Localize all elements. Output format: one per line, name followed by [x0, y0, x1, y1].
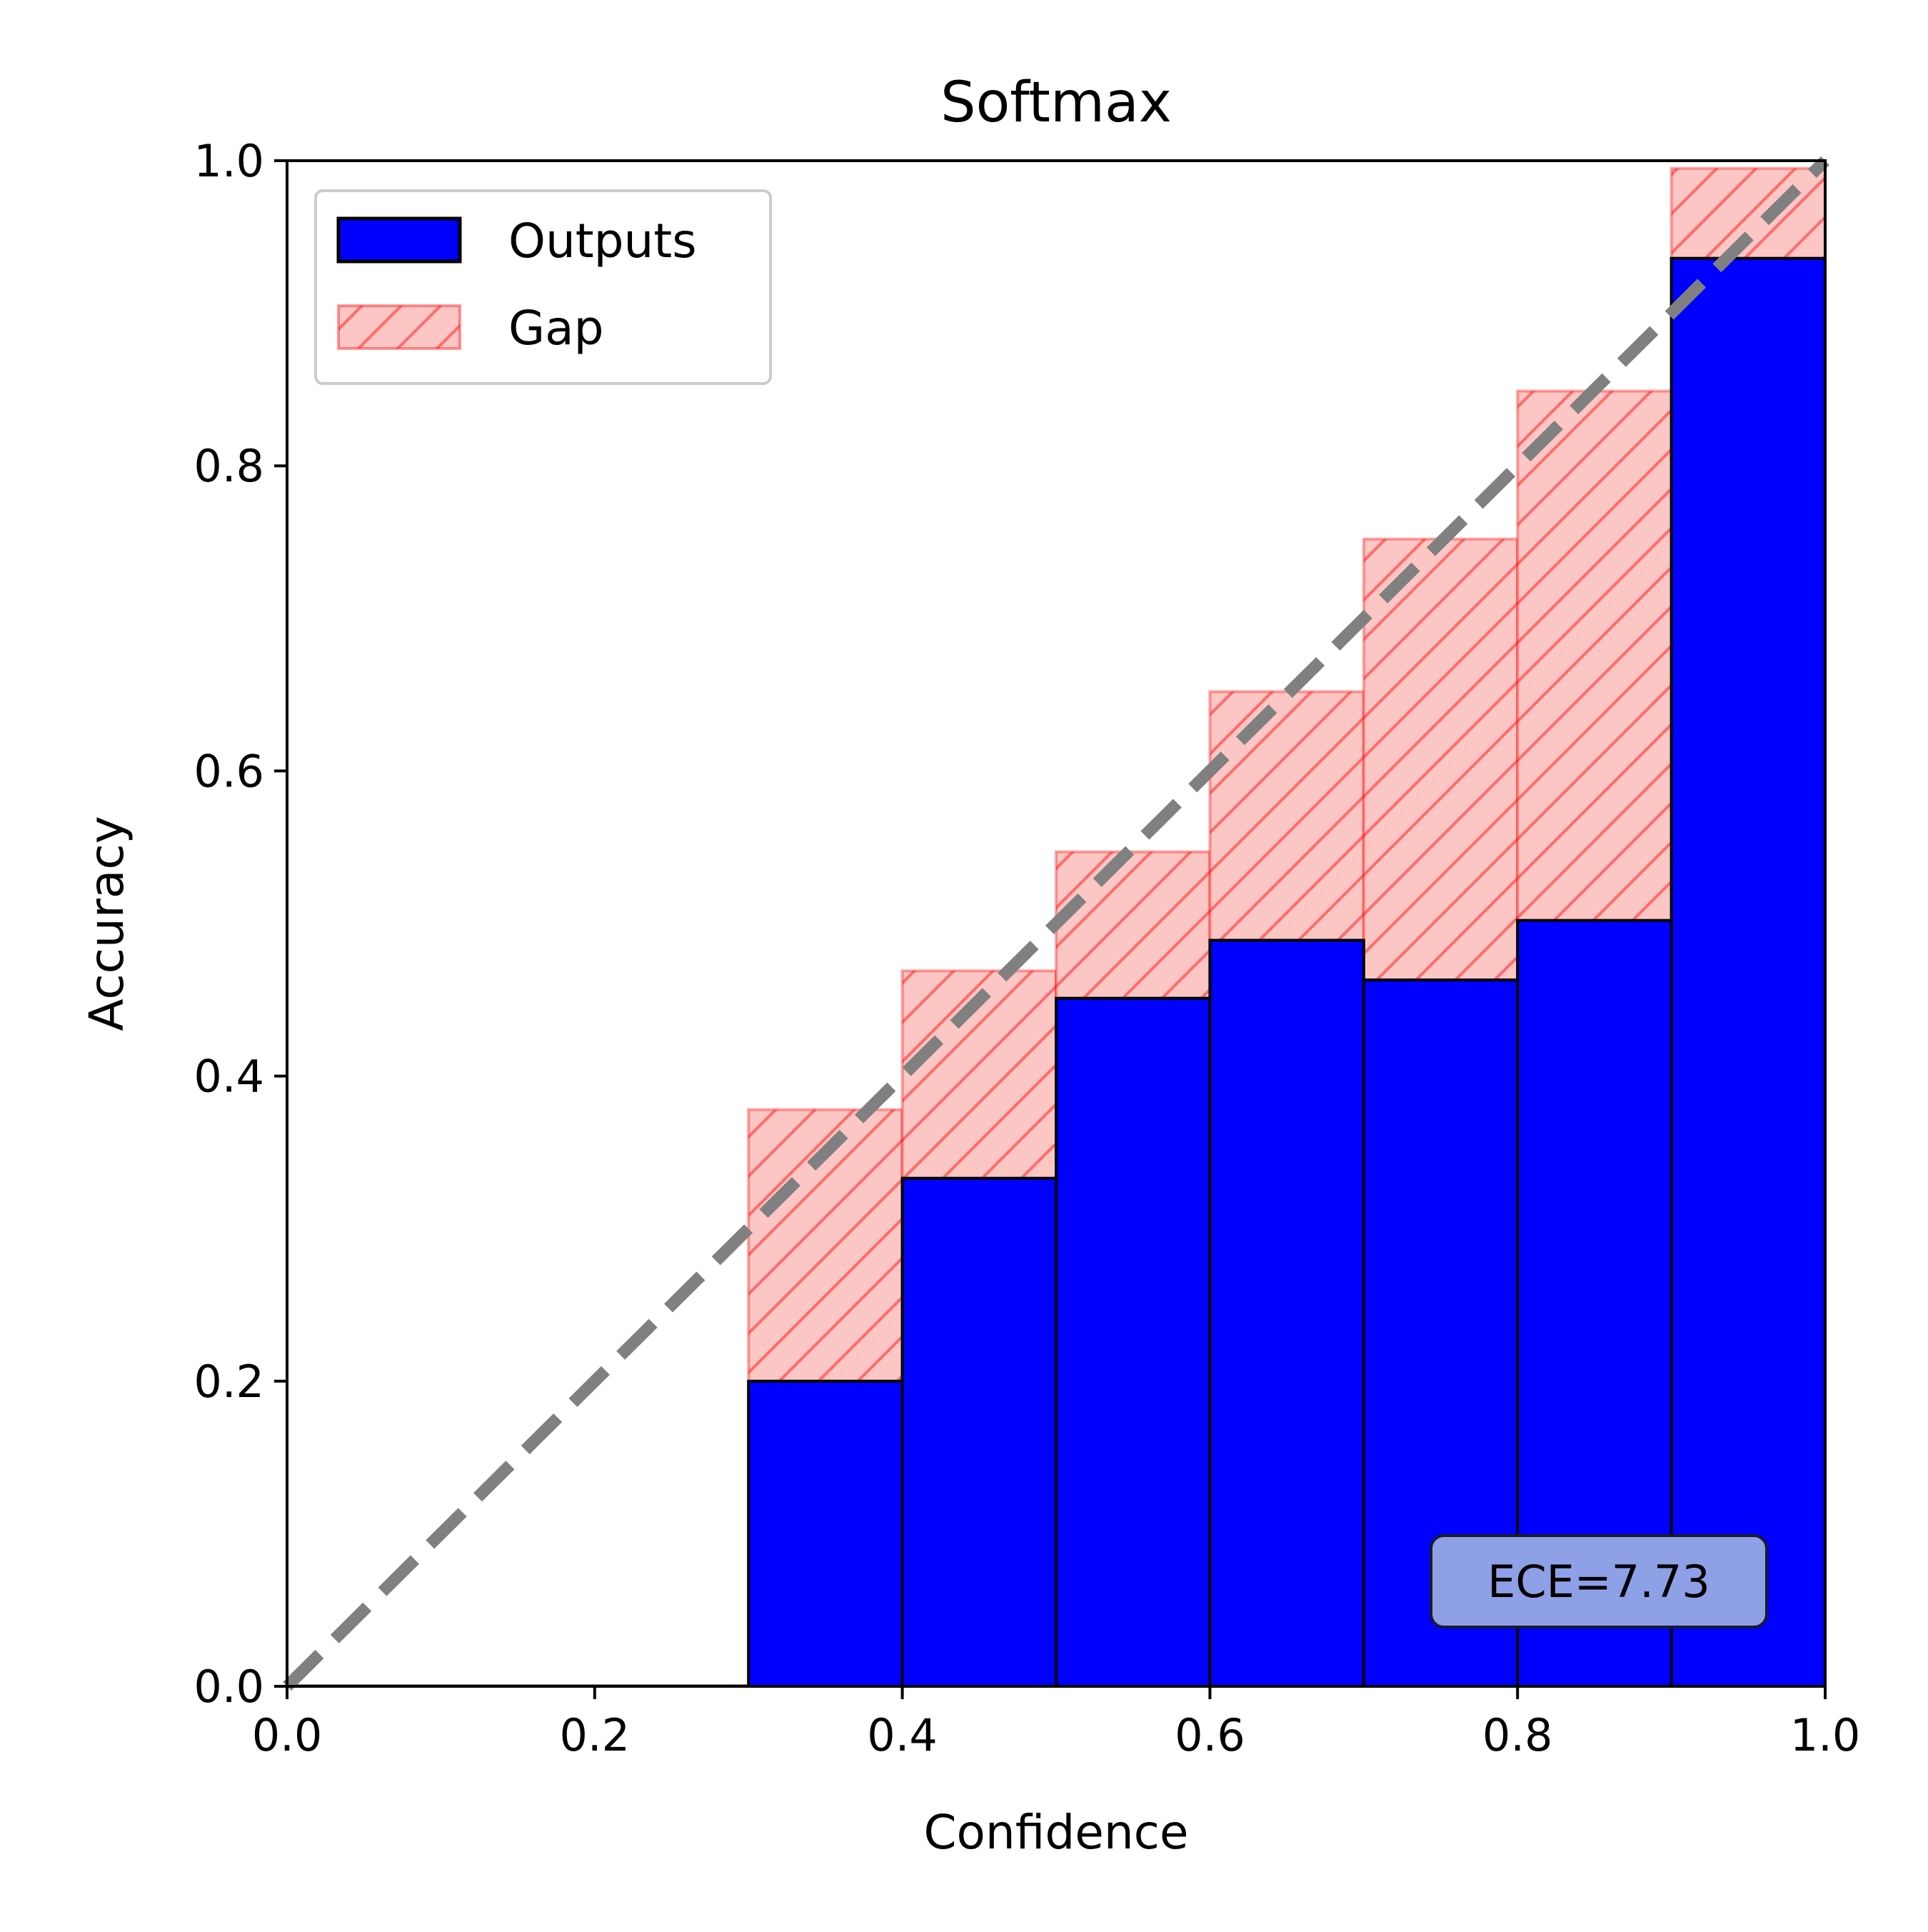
legend-label-gap: Gap	[508, 301, 603, 356]
y-tick-label: 0.8	[194, 440, 264, 492]
x-axis-label: Confidence	[923, 1805, 1188, 1860]
plot-frame	[286, 159, 1827, 1688]
ece-annotation-text: ECE=7.73	[1487, 1556, 1710, 1608]
output-bar	[1208, 939, 1365, 1688]
y-tick-label: 0.6	[194, 745, 264, 797]
legend: Outputs Gap	[314, 189, 772, 385]
legend-swatch-outputs	[336, 216, 462, 264]
x-tick-label: 0.8	[1482, 1709, 1553, 1761]
gap-bar-hatch	[1208, 690, 1365, 942]
x-tick-label: 0.2	[559, 1709, 630, 1761]
y-tick-label: 0.0	[194, 1661, 264, 1713]
ece-annotation-box	[1430, 1534, 1768, 1628]
gap-bar-hatch	[1055, 850, 1212, 1000]
y-tick-label: 0.2	[194, 1356, 264, 1408]
y-tick-label: 0.4	[194, 1051, 264, 1103]
output-bar	[747, 1379, 904, 1688]
gap-bars	[747, 166, 1827, 1383]
chart-title: Softmax	[940, 71, 1172, 135]
x-tick-label: 1.0	[1790, 1709, 1861, 1761]
ece-annotation: ECE=7.73	[1430, 1534, 1768, 1628]
legend-label-outputs: Outputs	[508, 214, 697, 269]
x-tick-label: 0.6	[1175, 1709, 1245, 1761]
output-bar	[1670, 256, 1827, 1688]
output-bars	[287, 256, 1827, 1688]
legend-swatch-gap-hatch	[337, 304, 461, 350]
x-axis-ticks: 0.0 0.2 0.4 0.6 0.8 1.0	[252, 1686, 1861, 1761]
output-bar	[1055, 996, 1212, 1688]
x-tick-label: 0.4	[867, 1709, 938, 1761]
y-axis-ticks: 0.0 0.2 0.4 0.6 0.8 1.0	[194, 135, 287, 1713]
x-tick-label: 0.0	[252, 1709, 323, 1761]
y-tick-label: 1.0	[194, 135, 264, 187]
gap-bar-hatch	[1362, 537, 1520, 982]
gap-bar-hatch	[1516, 389, 1673, 922]
y-axis-label: Accuracy	[79, 816, 134, 1031]
perfect-calibration-line	[283, 156, 1829, 1691]
output-bar	[900, 1176, 1058, 1688]
